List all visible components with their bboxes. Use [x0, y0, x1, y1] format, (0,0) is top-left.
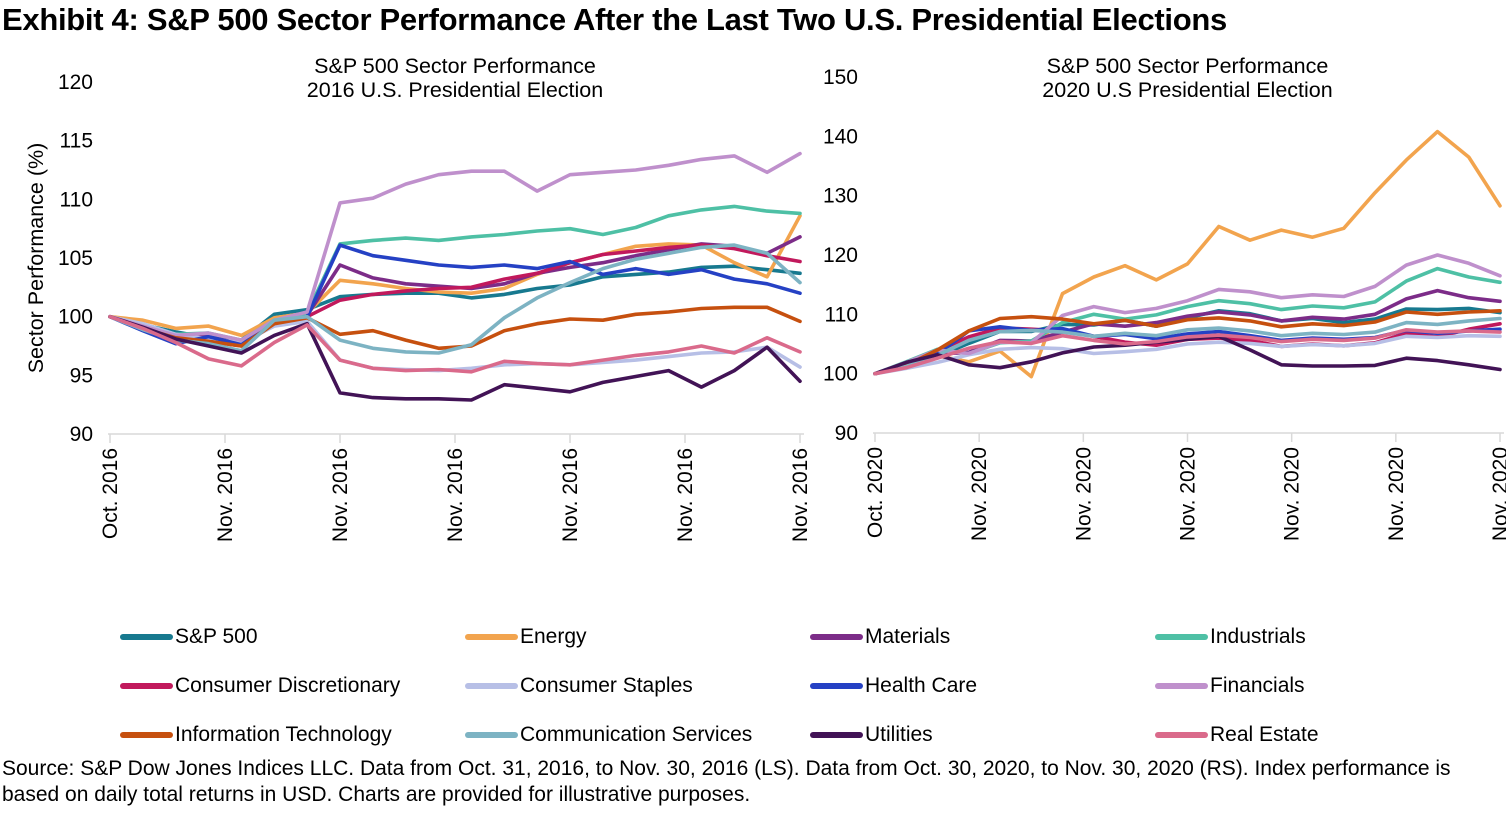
legend-swatch [810, 731, 863, 738]
page-title: Exhibit 4: S&P 500 Sector Performance Af… [2, 2, 1227, 37]
y-tick-label: 95 [70, 364, 93, 387]
y-tick-label: 100 [58, 306, 93, 329]
legend-label: Consumer Staples [520, 673, 693, 697]
legend-label: Information Technology [175, 722, 392, 746]
legend-swatch [465, 633, 518, 640]
series-line-utilities [873, 334, 1502, 376]
legend-swatch [465, 731, 518, 738]
chart-title-2020-line2: 2020 U.S Presidential Election [1042, 78, 1333, 102]
series-line-energy [873, 129, 1502, 379]
chart-title-2020: S&P 500 Sector Performance 2020 U.S Pres… [875, 54, 1500, 102]
series-line-real-estate [108, 314, 802, 374]
x-tick-label: Nov. 2020 [1489, 447, 1506, 541]
series-line-health-care [108, 243, 802, 347]
series-line-industrials [108, 204, 802, 342]
series-line-communication-services [873, 316, 1502, 376]
legend-item-real-estate: Real Estate [1155, 710, 1500, 759]
series-line-consumer-staples [873, 333, 1502, 376]
chart-title-2016-line1: S&P 500 Sector Performance [314, 54, 596, 78]
legend-label: Utilities [865, 722, 933, 746]
legend-label: Consumer Discretionary [175, 673, 401, 697]
legend-item-consumer-discretionary: Consumer Discretionary [120, 661, 465, 710]
chart-title-2016: S&P 500 Sector Performance 2016 U.S. Pre… [110, 54, 800, 102]
legend-swatch [810, 633, 863, 640]
legend: S&P 500 Energy Materials Industrials Consume… [120, 612, 1500, 759]
legend-label: Financials [1210, 673, 1305, 697]
y-tick-label: 150 [823, 66, 858, 89]
chart-2016: Oct. 2016 Nov. 2016 Nov. 2016 Nov. 2016 Nov.… [58, 71, 812, 542]
legend-swatch [120, 731, 173, 738]
legend-label: Health Care [865, 673, 978, 697]
y-tick-label: 100 [823, 363, 858, 386]
legend-item-communication-services: Communication Services [465, 710, 810, 759]
legend-item-utilities: Utilities [810, 710, 1155, 759]
x-tick-label: Nov. 2016 [329, 448, 352, 542]
x-tick-label: Nov. 2016 [214, 448, 237, 542]
legend-item-industrials: Industrials [1155, 612, 1500, 661]
legend-swatch [465, 682, 518, 689]
y-tick-label: 130 [823, 185, 858, 208]
series-line-financials [873, 253, 1502, 376]
legend-swatch [810, 682, 863, 689]
legend-swatch [1155, 682, 1208, 689]
series-line-financials [108, 151, 802, 342]
x-tick-label: Nov. 2020 [1177, 447, 1200, 541]
y-tick-label: 120 [823, 244, 858, 267]
legend-label: Materials [865, 624, 951, 648]
series-line-communication-services [108, 243, 802, 355]
x-tick-label: Nov. 2016 [674, 448, 697, 542]
legend-swatch [1155, 731, 1208, 738]
legend-swatch [120, 633, 173, 640]
legend-label: Real Estate [1210, 722, 1319, 746]
legend-label: S&P 500 [175, 624, 258, 648]
x-tick-label: Nov. 2020 [968, 447, 991, 541]
y-tick-label: 90 [70, 423, 93, 446]
x-tick-label: Nov. 2016 [559, 448, 582, 542]
legend-item-consumer-staples: Consumer Staples [465, 661, 810, 710]
y-tick-label: 120 [58, 71, 93, 94]
x-tick-label: Nov. 2016 [444, 448, 467, 542]
legend-item-financials: Financials [1155, 661, 1500, 710]
y-tick-label: 110 [825, 303, 858, 326]
legend-label: Energy [520, 624, 587, 648]
legend-item-s-p-500: S&P 500 [120, 612, 465, 661]
chart-title-2020-line1: S&P 500 Sector Performance [1046, 54, 1329, 78]
x-tick-label: Nov. 2020 [1281, 447, 1304, 541]
chart-2020: Oct. 2020 Nov. 2020 Nov. 2020 Nov. 2020 Nov.… [823, 66, 1506, 541]
legend-label: Industrials [1210, 624, 1306, 648]
x-tick-label: Nov. 2016 [789, 448, 812, 542]
series-line-information-technology [873, 308, 1502, 376]
legend-label: Communication Services [520, 722, 753, 746]
x-tick-label: Oct. 2020 [864, 447, 887, 538]
legend-item-energy: Energy [465, 612, 810, 661]
y-tick-label: 90 [835, 422, 858, 445]
y-tick-label: 140 [823, 125, 858, 148]
y-tick-label: 115 [60, 130, 93, 153]
x-tick-label: Nov. 2020 [1072, 447, 1095, 541]
legend-item-information-technology: Information Technology [120, 710, 465, 759]
x-tick-label: Nov. 2020 [1385, 447, 1408, 541]
legend-item-materials: Materials [810, 612, 1155, 661]
y-tick-label: 110 [60, 188, 93, 211]
legend-swatch [120, 682, 173, 689]
source-note: Source: S&P Dow Jones Indices LLC. Data … [2, 757, 1451, 806]
series-line-energy [108, 214, 802, 338]
y-tick-label: 105 [58, 247, 93, 270]
series-line-utilities [108, 314, 802, 402]
series-line-real-estate [873, 327, 1502, 376]
x-tick-label: Oct. 2016 [99, 448, 122, 539]
legend-item-health-care: Health Care [810, 661, 1155, 710]
legend-swatch [1155, 633, 1208, 640]
chart-title-2016-line2: 2016 U.S. Presidential Election [306, 78, 604, 102]
